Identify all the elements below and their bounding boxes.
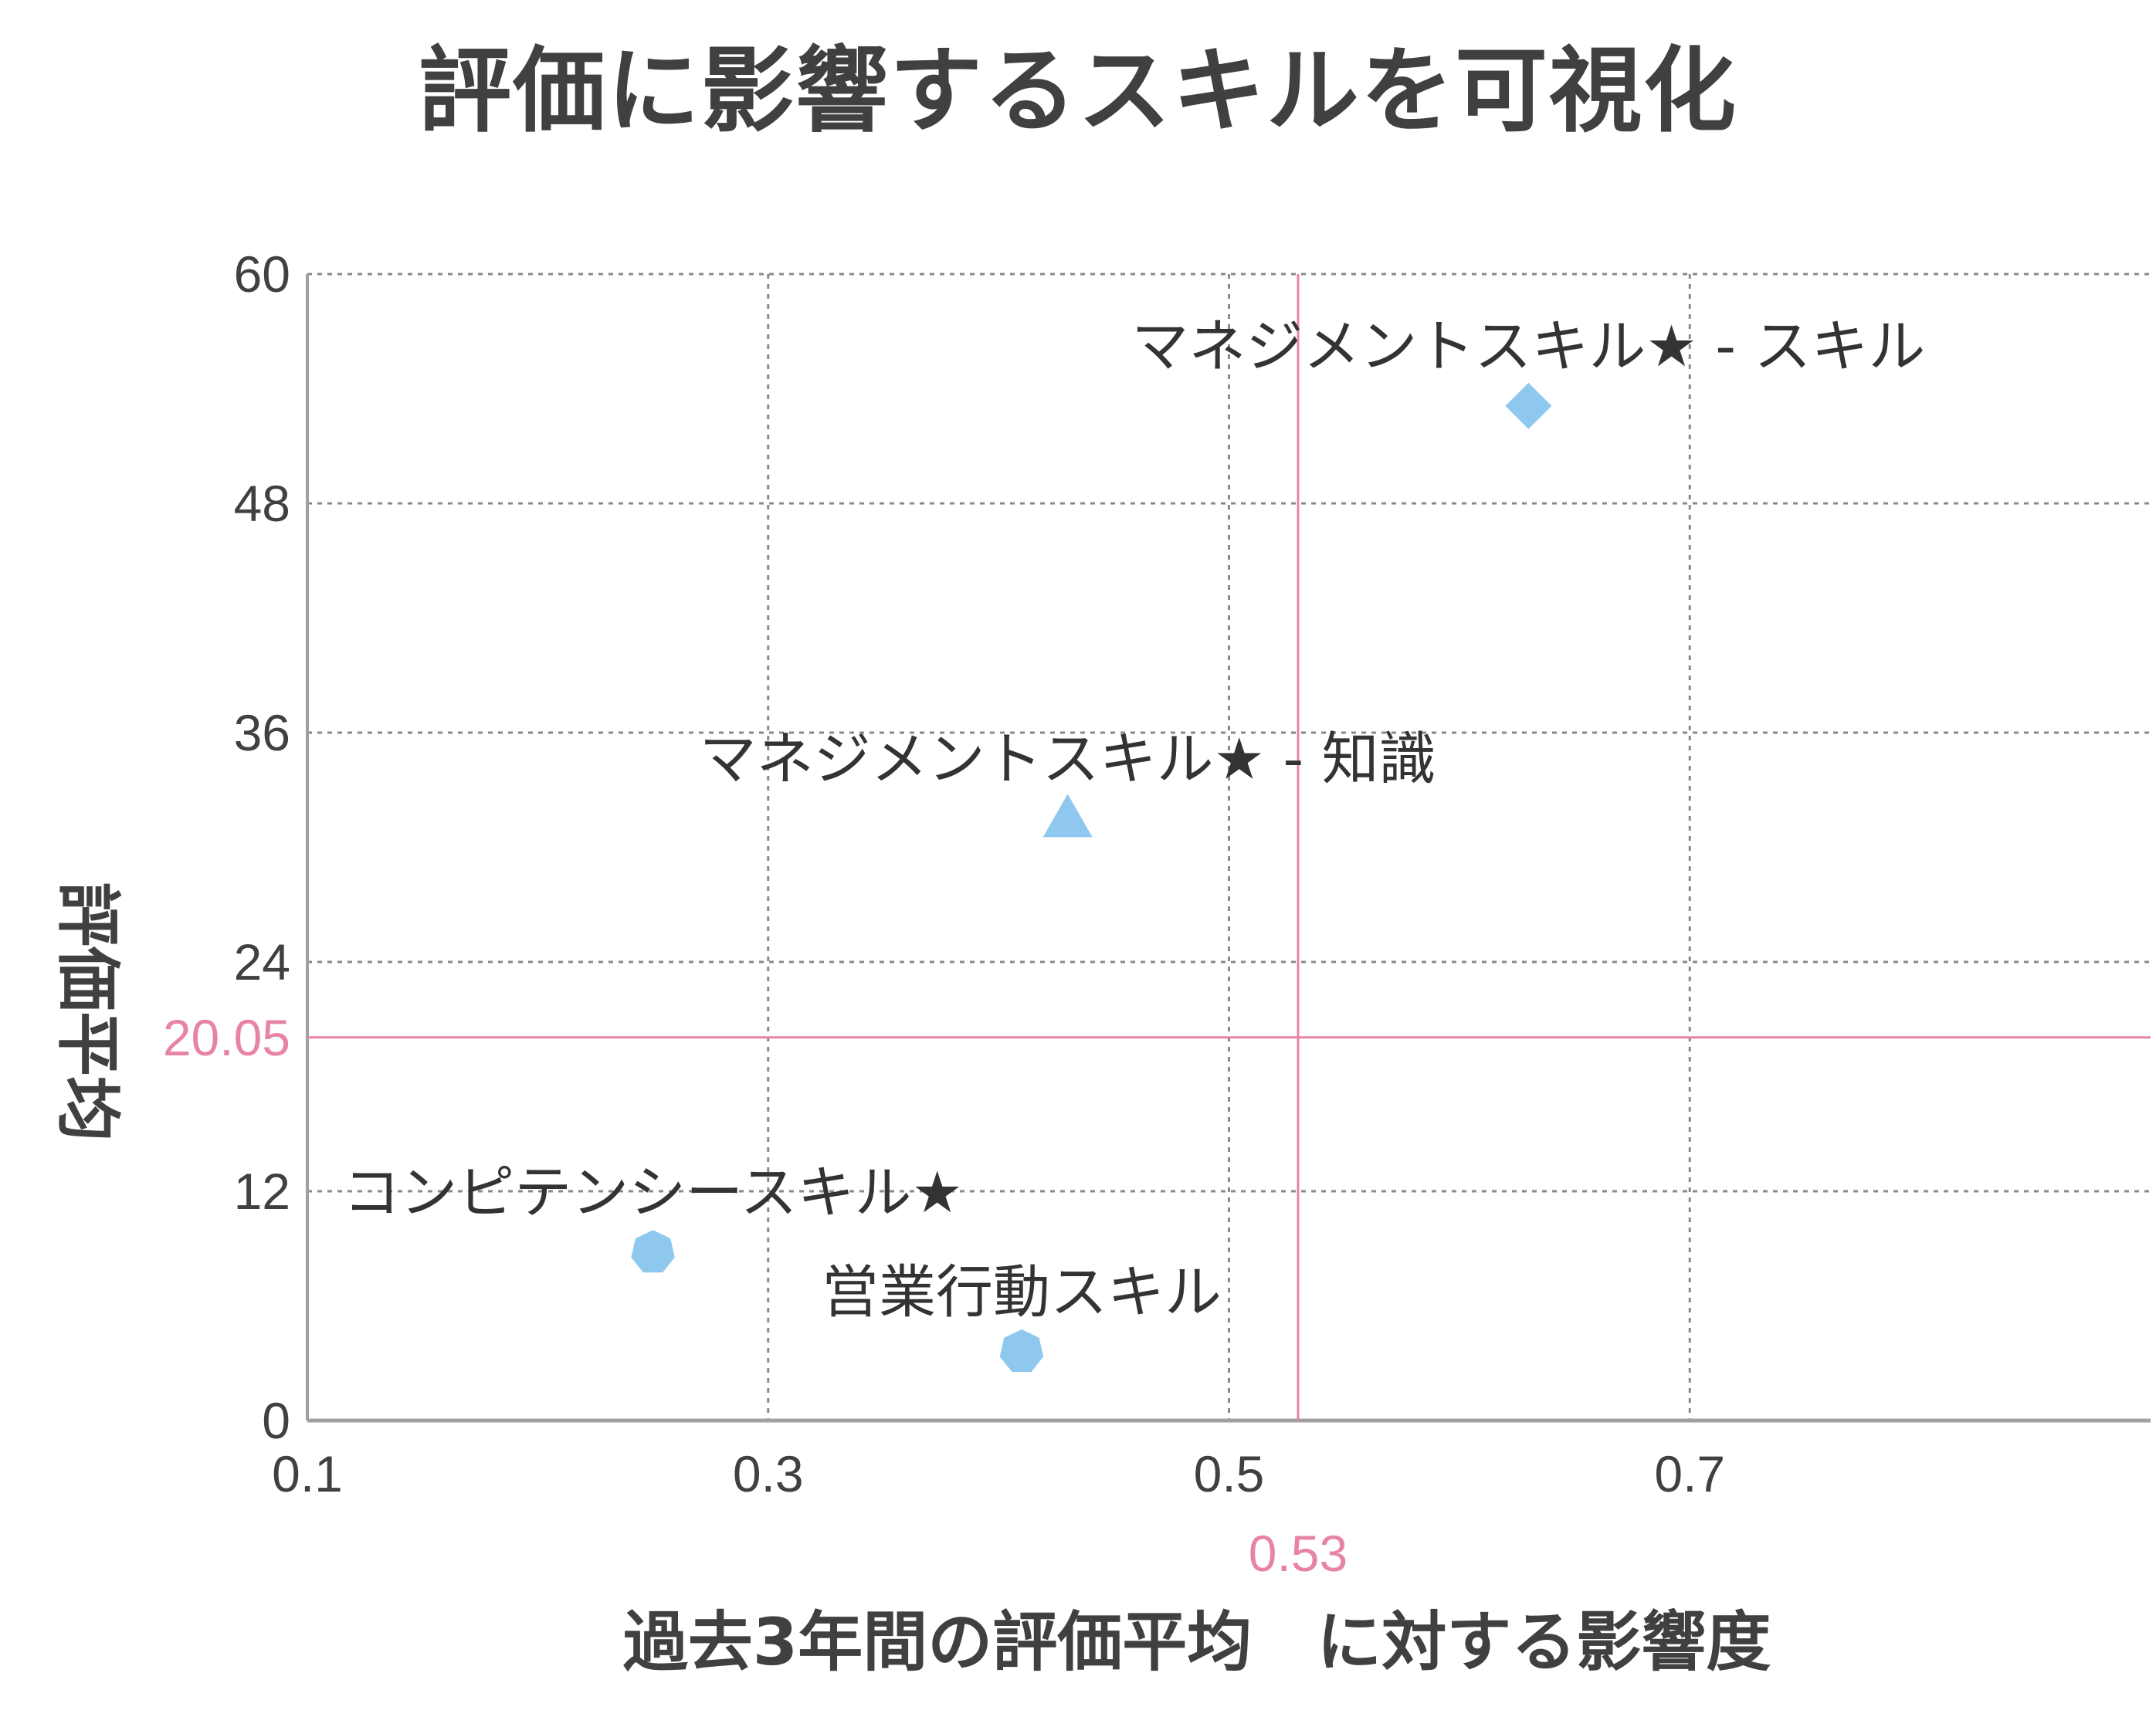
point-marker bbox=[631, 1230, 675, 1273]
tick-labels: 0 12 24 36 48 60 0.1 0.3 0.5 0.7 bbox=[234, 246, 1726, 1502]
reference-lines: 0.53 20.05 bbox=[163, 274, 2151, 1582]
x-tick-label: 0.7 bbox=[1654, 1445, 1725, 1502]
x-reference-label: 0.53 bbox=[1249, 1525, 1348, 1582]
data-points bbox=[631, 382, 1552, 1372]
point-label: マネジメントスキル★ - 知識 bbox=[700, 726, 1436, 792]
y-tick-label: 0 bbox=[262, 1392, 290, 1449]
point-marker bbox=[1505, 382, 1552, 429]
y-tick-label: 12 bbox=[234, 1163, 290, 1220]
point-label: マネジメントスキル★ - スキル bbox=[1131, 313, 1925, 380]
point-marker bbox=[1042, 794, 1093, 838]
axes bbox=[306, 274, 2151, 1423]
point-label: コンピテンシースキル★ bbox=[343, 1160, 963, 1226]
y-tick-label: 60 bbox=[234, 246, 290, 303]
point-label: 営業行動スキル bbox=[822, 1259, 1222, 1326]
y-tick-label: 48 bbox=[234, 475, 290, 532]
point-marker bbox=[999, 1329, 1044, 1372]
x-tick-label: 0.3 bbox=[733, 1445, 804, 1502]
x-axis-label: 過去3年間の評価平均 に対する影響度 bbox=[622, 1604, 1771, 1680]
grid-lines bbox=[307, 273, 2151, 1421]
y-tick-label: 36 bbox=[234, 704, 290, 761]
x-tick-label: 0.1 bbox=[272, 1445, 343, 1502]
y-tick-label: 24 bbox=[234, 933, 290, 991]
x-tick-label: 0.5 bbox=[1194, 1445, 1265, 1502]
chart-title: 評価に影響するスキルを可視化 bbox=[419, 38, 1737, 145]
y-reference-label: 20.05 bbox=[163, 1009, 290, 1066]
y-axis-label: 評価平均 bbox=[49, 881, 126, 1142]
